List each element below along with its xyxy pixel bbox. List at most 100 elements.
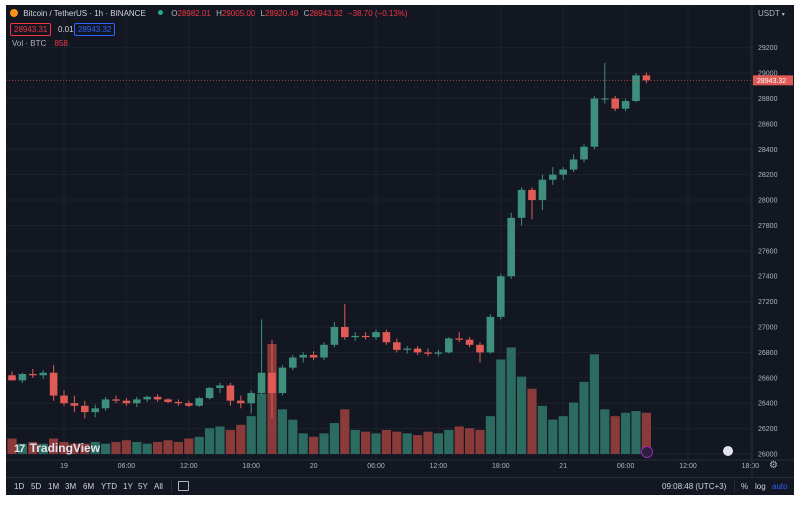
x-tick-label: 06:00 (617, 463, 635, 470)
candle-body (455, 338, 463, 340)
volume-bar (184, 438, 194, 454)
percent-toggle[interactable]: % (741, 482, 749, 491)
chevron-down-icon: ▾ (781, 12, 785, 18)
brand-name: TradingView (29, 441, 101, 455)
timeframe-1d[interactable]: 1D (14, 482, 25, 491)
volume-bar (59, 441, 69, 454)
bitcoin-icon (10, 9, 18, 17)
x-tick-label: 12:00 (679, 463, 697, 470)
candle-body (226, 385, 235, 401)
sell-price-button[interactable]: 28943.31 (10, 23, 52, 36)
volume-bar (537, 405, 547, 454)
candle-body (382, 332, 391, 343)
volume-bar (413, 435, 423, 454)
volume-bar (49, 438, 59, 454)
volume-bar (621, 412, 631, 454)
candle-body (549, 174, 557, 180)
candle-body (632, 75, 640, 102)
candle-body (580, 146, 588, 160)
candle-body (81, 405, 89, 413)
candle-body (611, 98, 619, 109)
symbol-title[interactable]: Bitcoin / TetherUS · 1h · BINANCE (23, 9, 146, 18)
currency-label: USDT (758, 9, 780, 18)
volume-bar (121, 440, 131, 454)
volume-bar (485, 416, 495, 454)
candle-body (569, 159, 578, 170)
change-value: −38.70 (−0.13%) (347, 9, 408, 18)
candle-body (517, 189, 526, 218)
volume-bar (329, 423, 339, 454)
auto-toggle[interactable]: auto (772, 482, 788, 491)
timeframe-5d[interactable]: 5D (31, 482, 42, 491)
volume-bar (288, 419, 298, 454)
event-icon[interactable] (641, 446, 653, 458)
low-label: L (260, 9, 265, 18)
candle-body (174, 401, 183, 404)
candle-body (372, 332, 380, 338)
y-tick-label: 26400 (758, 401, 778, 408)
y-tick-label: 27400 (758, 274, 778, 281)
divider (171, 481, 172, 492)
volume-value: 858 (54, 39, 68, 48)
plot-background (6, 5, 794, 477)
high-label: H (216, 9, 222, 18)
close-label: C (303, 9, 310, 18)
y-tick-label: 28600 (758, 121, 778, 128)
volume-bar (517, 376, 527, 454)
candle-body (309, 354, 318, 358)
timeframe-5y[interactable]: 5Y (138, 482, 148, 491)
y-tick-label: 27000 (758, 325, 778, 332)
y-tick-label: 28800 (758, 96, 778, 103)
candle-body (403, 348, 411, 350)
y-tick-label: 29000 (758, 71, 778, 78)
price-chart[interactable]: 26000 26200 26400 26600 26800 27000 27200 27400… (6, 5, 794, 477)
volume-bar (641, 412, 651, 454)
candle-body (247, 393, 255, 404)
candle-body (497, 276, 505, 317)
volume-bar (465, 428, 475, 454)
candle-body (101, 399, 110, 409)
y-tick-label: 26200 (758, 426, 778, 433)
candle-body (465, 339, 474, 345)
timeframe-1m[interactable]: 1M (48, 482, 60, 491)
volume-bar (569, 402, 579, 454)
candle-body (216, 385, 224, 388)
log-toggle[interactable]: log (755, 482, 766, 491)
timeframe-all[interactable]: All (154, 482, 163, 491)
open-value: 28982.01 (177, 9, 211, 18)
flag-icon[interactable] (723, 446, 733, 456)
volume-bar (454, 426, 464, 454)
axes: 26000 26200 26400 26600 26800 27000 27200 27400… (6, 5, 794, 477)
grid (6, 5, 752, 460)
calendar-range-icon[interactable] (178, 481, 189, 491)
settings-gear-icon[interactable]: ⚙ (769, 460, 778, 471)
timeframe-ytd[interactable]: YTD (101, 482, 117, 491)
buy-price-button[interactable]: 28943.32 (74, 23, 116, 36)
timeframe-1y[interactable]: 1Y (123, 482, 133, 491)
candle-body (559, 169, 567, 175)
candle-body (341, 327, 349, 338)
volume-bar (496, 359, 506, 454)
volume-bar (506, 347, 516, 454)
clock-display[interactable]: 09:08:48 (UTC+3) (662, 482, 727, 491)
y-tick-label: 29200 (758, 45, 778, 52)
volume-bar (215, 426, 225, 454)
candle-body (299, 354, 307, 358)
y-tick-label: 28200 (758, 172, 778, 179)
volume-bar (361, 431, 371, 454)
candle-body (538, 179, 547, 201)
x-tick-label: 06:00 (118, 463, 136, 470)
currency-selector[interactable]: USDT ▾ (758, 9, 785, 18)
candle-body (185, 403, 193, 406)
x-tick-label: 06:00 (367, 463, 385, 470)
bottom-toolbar: 1D 5D 1M 3M 6M YTD 1Y 5Y All 09:08:48 (U… (6, 477, 794, 495)
volume-bar (392, 431, 402, 454)
volume-bar (69, 443, 79, 454)
volume-bar (173, 441, 183, 454)
volume-bar (246, 416, 256, 454)
timeframe-6m[interactable]: 6M (83, 482, 95, 491)
x-tick-label: 20 (310, 463, 318, 470)
candles (8, 62, 651, 419)
y-tick-label: 26600 (758, 375, 778, 382)
timeframe-3m[interactable]: 3M (65, 482, 77, 491)
